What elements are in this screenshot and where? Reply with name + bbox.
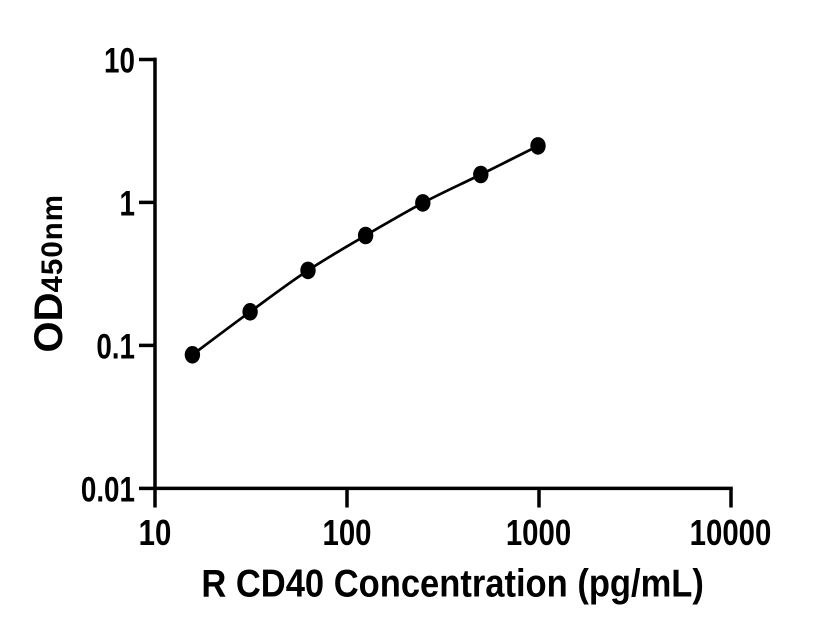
svg-text:10: 10 <box>104 41 135 81</box>
svg-text:0.01: 0.01 <box>81 469 135 509</box>
svg-text:100: 100 <box>322 513 371 554</box>
svg-text:R CD40 Concentration (pg/mL): R CD40 Concentration (pg/mL) <box>201 562 704 605</box>
svg-text:10000: 10000 <box>690 513 772 554</box>
svg-text:10: 10 <box>139 513 172 554</box>
svg-text:1: 1 <box>120 183 135 223</box>
svg-text:0.1: 0.1 <box>96 326 135 366</box>
svg-text:1000: 1000 <box>506 513 571 554</box>
